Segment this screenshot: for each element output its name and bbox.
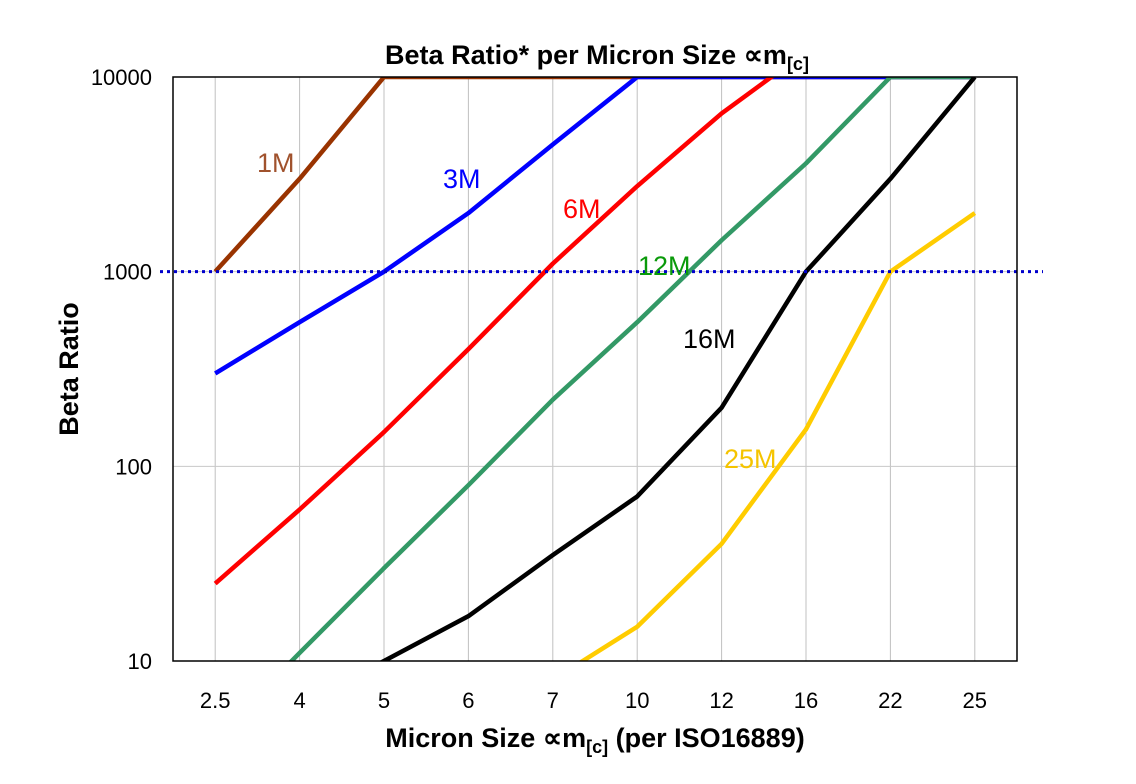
- y-tick-label: 10: [128, 649, 152, 674]
- series-label-3M: 3M: [443, 164, 481, 194]
- series-line-16M: [379, 77, 977, 661]
- plot-border: [172, 76, 1018, 662]
- y-tick-label: 10000: [91, 65, 152, 90]
- series-lines: [213, 77, 977, 661]
- series-line-12M: [288, 77, 975, 661]
- grid: [173, 76, 1017, 662]
- x-tick-label: 16: [794, 688, 818, 713]
- series-label-1M: 1M: [257, 148, 295, 178]
- y-tick-label: 1000: [103, 260, 152, 285]
- series-label-16M: 16M: [683, 324, 736, 354]
- x-tick-label: 2.5: [200, 688, 231, 713]
- x-tick-label: 5: [378, 688, 390, 713]
- x-tick-label: 25: [963, 688, 987, 713]
- x-tick-label: 6: [462, 688, 474, 713]
- x-tick-label: 4: [293, 688, 305, 713]
- series-line-1M: [213, 77, 975, 274]
- series-line-6M: [213, 77, 776, 586]
- y-axis-title: Beta Ratio: [54, 302, 84, 436]
- x-tick-labels: 2.5 4 5 6 7 10 12 16 22 25: [200, 688, 987, 713]
- x-tick-label: 7: [547, 688, 559, 713]
- series-label-12M: 12M: [638, 251, 691, 281]
- x-axis-title: Micron Size ∝m[c] (per ISO16889): [385, 723, 804, 757]
- series-line-3M: [214, 77, 975, 376]
- series-label-25M: 25M: [724, 444, 777, 474]
- x-tick-label: 22: [878, 688, 902, 713]
- x-tick-label: 10: [625, 688, 649, 713]
- y-tick-label: 100: [115, 454, 152, 479]
- chart-title: Beta Ratio* per Micron Size ∝m[c]: [385, 40, 809, 74]
- series-labels: 1M 3M 6M 12M 16M 25M: [257, 148, 777, 474]
- y-tick-labels: 10 100 1000 10000: [91, 65, 152, 674]
- x-tick-label: 12: [709, 688, 733, 713]
- series-label-6M: 6M: [563, 194, 601, 224]
